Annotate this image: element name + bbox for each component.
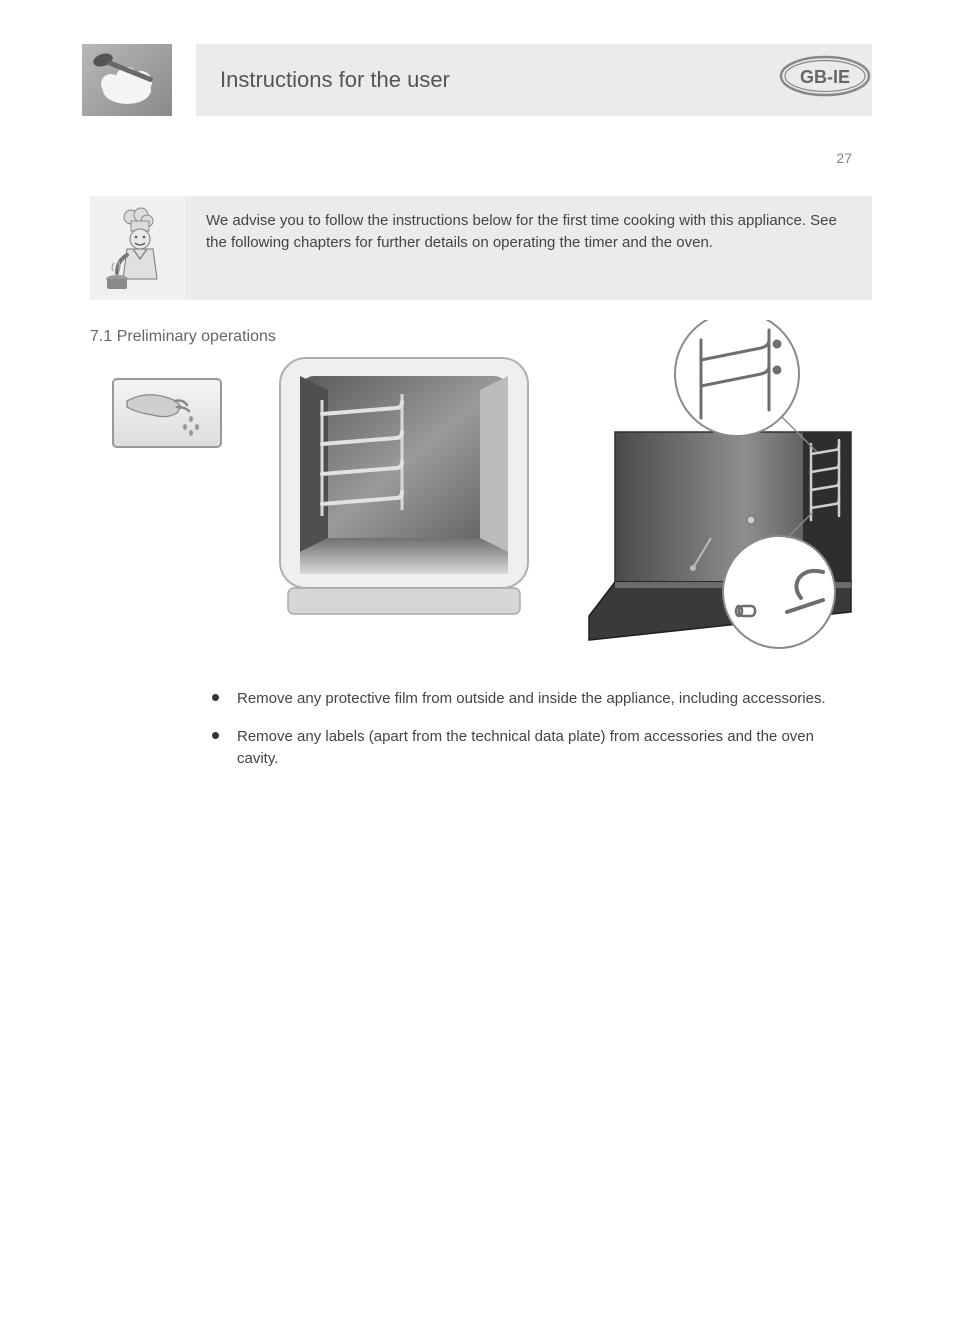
bullet-list: Remove any protective film from outside … [212, 688, 854, 785]
advice-row: We advise you to follow the instructions… [90, 196, 872, 300]
chef-icon [90, 196, 186, 300]
page-title-bar: Instructions for the user [196, 44, 872, 116]
oven-detail-illustration [555, 320, 855, 656]
section-heading: 7.1 Preliminary operations [90, 328, 276, 346]
oven-rack-illustration [278, 344, 530, 630]
bullet-text: Remove any protective film from outside … [237, 688, 854, 710]
header-row: Instructions for the user [82, 44, 872, 116]
spoon-logo-icon [82, 44, 172, 116]
advice-text: We advise you to follow the instructions… [186, 196, 872, 300]
hand-sprinkle-icon [112, 378, 222, 448]
bullet-icon [212, 694, 219, 701]
list-item: Remove any labels (apart from the techni… [212, 726, 854, 770]
bullet-icon [212, 732, 219, 739]
list-item: Remove any protective film from outside … [212, 688, 854, 710]
country-label-text: GB-IE [800, 67, 850, 87]
page-title: Instructions for the user [220, 67, 450, 93]
country-badge: GB-IE [778, 54, 872, 98]
page-number: 27 [836, 150, 852, 166]
bullet-text: Remove any labels (apart from the techni… [237, 726, 854, 770]
